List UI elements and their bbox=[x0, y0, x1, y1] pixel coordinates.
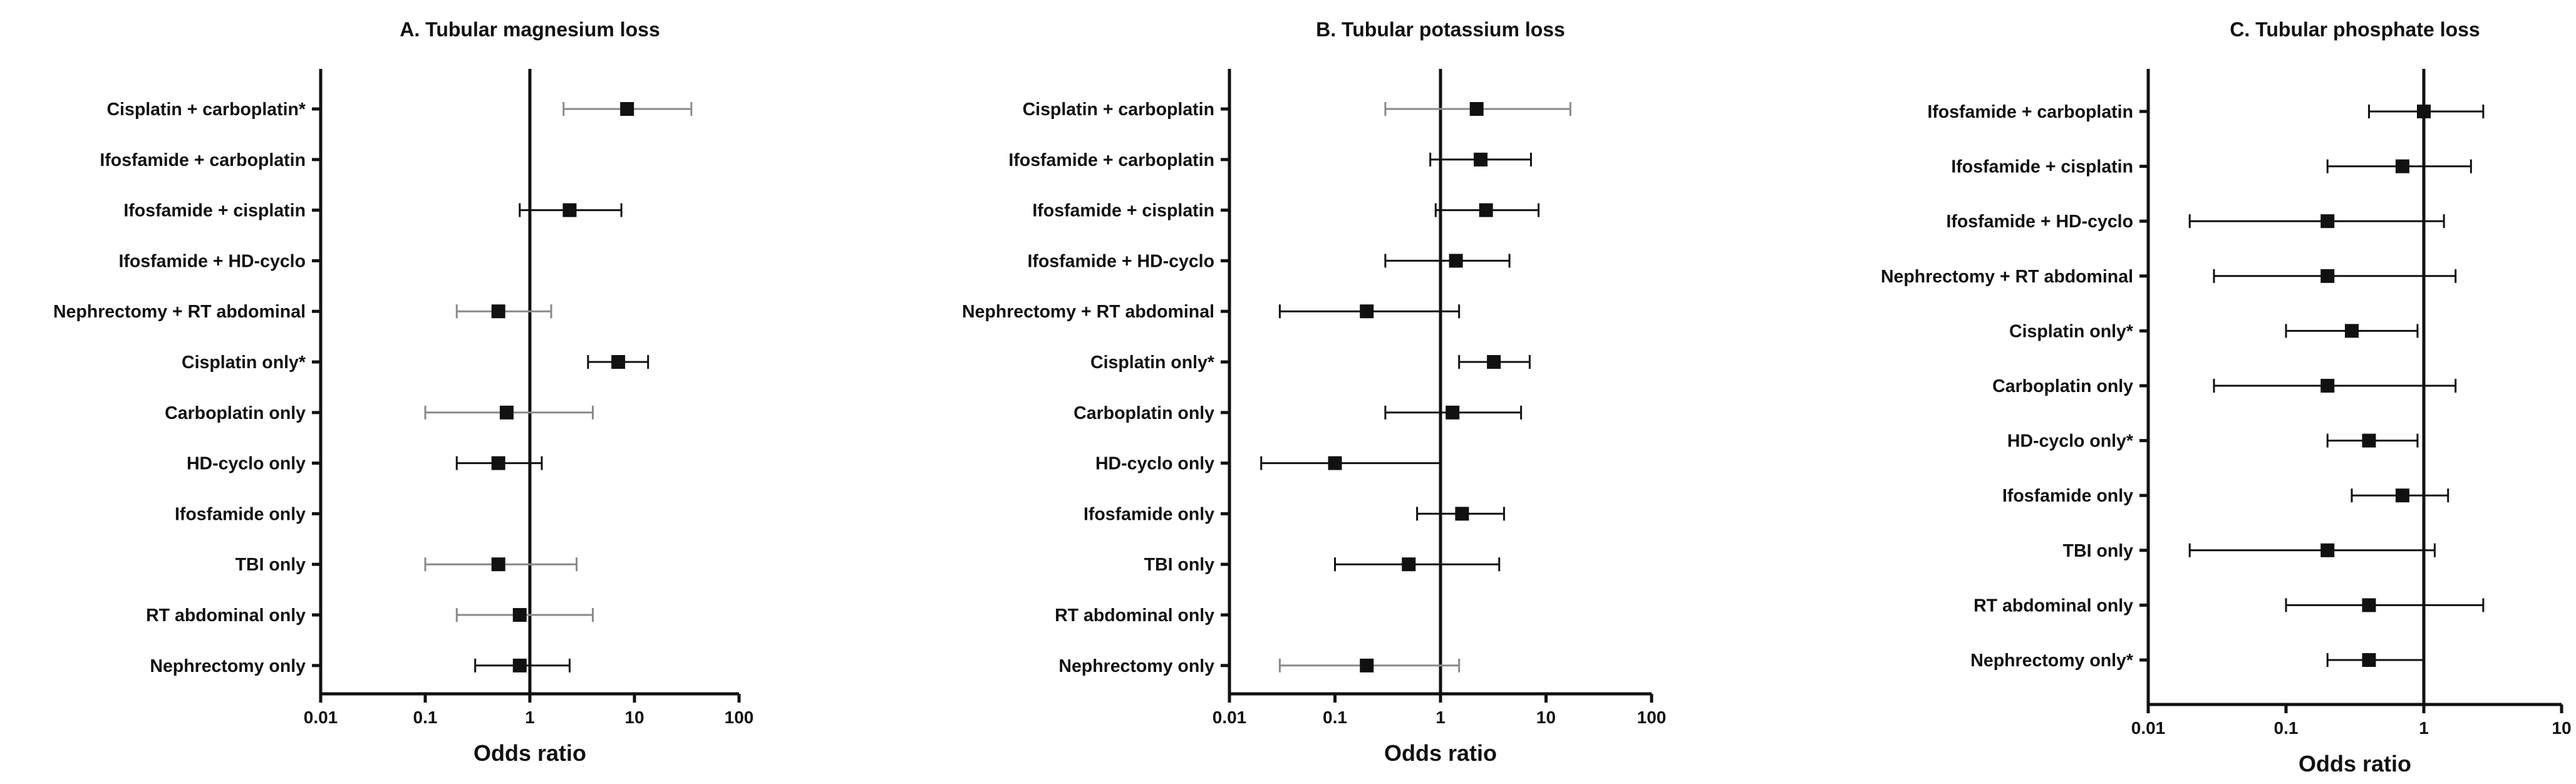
x-tick-label: 0.01 bbox=[304, 708, 338, 727]
category-label: Nephrectomy + RT abdominal bbox=[962, 302, 1214, 322]
x-tick-label: 100 bbox=[1637, 708, 1667, 727]
odds-ratio-marker bbox=[2362, 433, 2376, 448]
x-tick-label: 10 bbox=[624, 708, 644, 727]
odds-ratio-marker bbox=[2395, 488, 2409, 503]
x-axis-label: Odds ratio bbox=[473, 740, 586, 766]
odds-ratio-marker bbox=[2395, 159, 2409, 173]
category-label: Nephrectomy + RT abdominal bbox=[53, 302, 306, 322]
category-label: Ifosfamide + cisplatin bbox=[1951, 157, 2133, 177]
x-tick-label: 0.01 bbox=[1213, 708, 1247, 727]
x-tick-label: 0.1 bbox=[413, 708, 438, 727]
odds-ratio-marker bbox=[2320, 543, 2335, 557]
odds-ratio-marker bbox=[1469, 102, 1484, 116]
x-tick-label: 0.1 bbox=[1323, 708, 1347, 727]
odds-ratio-marker bbox=[1360, 658, 1374, 673]
category-label: RT abdominal only bbox=[146, 606, 306, 626]
chart-title: A. Tubular magnesium loss bbox=[400, 18, 660, 41]
odds-ratio-marker bbox=[512, 608, 527, 622]
category-label: Nephrectomy only bbox=[150, 656, 306, 676]
category-label: Cisplatin only* bbox=[2009, 321, 2134, 341]
category-label: Carboplatin only bbox=[1992, 376, 2133, 396]
x-tick-label: 1 bbox=[2419, 718, 2429, 738]
category-label: Ifosfamide + carboplatin bbox=[1927, 102, 2133, 122]
category-label: HD-cyclo only* bbox=[2007, 431, 2134, 451]
odds-ratio-marker bbox=[562, 203, 577, 217]
category-label: Cisplatin only* bbox=[182, 353, 306, 373]
category-label: Ifosfamide + HD-cyclo bbox=[118, 251, 306, 271]
category-label: RT abdominal only bbox=[1973, 596, 2133, 616]
x-tick-label: 10 bbox=[1536, 708, 1556, 727]
chart-title: B. Tubular potassium loss bbox=[1316, 18, 1565, 41]
odds-ratio-marker bbox=[1487, 355, 1501, 369]
odds-ratio-marker bbox=[512, 658, 527, 673]
category-label: TBI only bbox=[235, 555, 306, 575]
category-label: HD-cyclo only bbox=[1095, 454, 1214, 474]
odds-ratio-marker bbox=[491, 557, 505, 572]
odds-ratio-marker bbox=[2320, 214, 2335, 229]
odds-ratio-marker bbox=[1446, 405, 1460, 420]
x-tick-label: 10 bbox=[2552, 718, 2571, 738]
odds-ratio-marker bbox=[2320, 379, 2335, 393]
panel-potassium: B. Tubular potassium loss 0.01 0.1 1 10 100 Od… bbox=[962, 18, 1666, 766]
chart-title: C. Tubular phosphate loss bbox=[2230, 18, 2480, 41]
odds-ratio-marker bbox=[1360, 304, 1374, 319]
x-tick-label: 100 bbox=[725, 708, 754, 727]
category-label: Nephrectomy only* bbox=[1970, 651, 2134, 671]
odds-ratio-marker bbox=[2362, 598, 2376, 612]
category-label: Cisplatin + carboplatin* bbox=[106, 100, 306, 120]
category-label: Ifosfamide + HD-cyclo bbox=[1027, 251, 1214, 271]
odds-ratio-marker bbox=[1328, 456, 1342, 470]
x-axis-label: Odds ratio bbox=[1384, 740, 1497, 766]
odds-ratio-marker bbox=[1474, 152, 1488, 167]
x-tick-label: 0.01 bbox=[2131, 718, 2166, 738]
odds-ratio-marker bbox=[491, 304, 505, 319]
category-label: Carboplatin only bbox=[165, 403, 306, 423]
category-label: Ifosfamide + carboplatin bbox=[100, 150, 306, 170]
odds-ratio-marker bbox=[620, 102, 634, 116]
category-label: Cisplatin + carboplatin bbox=[1023, 100, 1214, 120]
x-tick-label: 1 bbox=[525, 708, 535, 727]
panel-phosphate: C. Tubular phosphate loss 0.01 0.1 1 10 Odds … bbox=[1881, 18, 2572, 776]
odds-ratio-marker bbox=[2362, 653, 2376, 667]
panel-magnesium: A. Tubular magnesium loss 0.01 0.1 1 10 100 Od… bbox=[53, 18, 753, 766]
odds-ratio-marker bbox=[1402, 557, 1416, 572]
odds-ratio-marker bbox=[1479, 203, 1493, 217]
category-label: Nephrectomy only bbox=[1058, 656, 1214, 676]
odds-ratio-marker bbox=[1449, 254, 1463, 268]
odds-ratio-marker bbox=[491, 456, 505, 470]
category-label: Ifosfamide + cisplatin bbox=[1032, 201, 1214, 221]
category-label: TBI only bbox=[1144, 555, 1215, 575]
category-label: Ifosfamide only bbox=[2002, 486, 2133, 506]
odds-ratio-marker bbox=[611, 355, 626, 369]
category-label: Ifosfamide + carboplatin bbox=[1008, 150, 1214, 170]
category-label: Ifosfamide + cisplatin bbox=[123, 201, 306, 221]
category-label: Carboplatin only bbox=[1073, 403, 1214, 423]
odds-ratio-marker bbox=[2344, 324, 2359, 338]
category-label: Ifosfamide + HD-cyclo bbox=[1946, 212, 2133, 232]
category-label: TBI only bbox=[2063, 541, 2134, 561]
category-label: Ifosfamide only bbox=[175, 504, 306, 524]
category-label: Ifosfamide only bbox=[1084, 504, 1214, 524]
odds-ratio-marker bbox=[1455, 507, 1469, 521]
x-axis-label: Odds ratio bbox=[2299, 751, 2411, 776]
category-label: HD-cyclo only bbox=[187, 454, 306, 474]
x-tick-label: 0.1 bbox=[2274, 718, 2299, 738]
odds-ratio-marker bbox=[499, 405, 514, 420]
odds-ratio-marker bbox=[2320, 269, 2335, 283]
x-tick-label: 1 bbox=[1435, 708, 1446, 727]
odds-ratio-marker bbox=[2417, 105, 2431, 118]
category-label: RT abdominal only bbox=[1055, 606, 1214, 626]
category-label: Nephrectomy + RT abdominal bbox=[1881, 267, 2133, 287]
category-label: Cisplatin only* bbox=[1090, 353, 1215, 373]
